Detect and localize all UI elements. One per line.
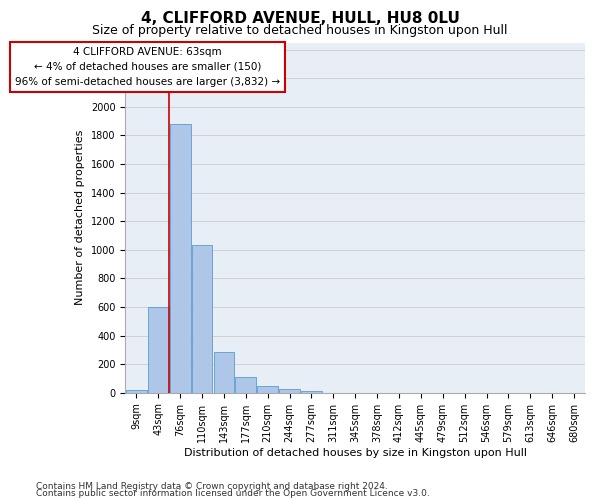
Bar	[301, 390, 322, 392]
Bar	[191, 246, 212, 392]
Text: 4, CLIFFORD AVENUE, HULL, HU8 0LU: 4, CLIFFORD AVENUE, HULL, HU8 0LU	[140, 11, 460, 26]
Bar	[257, 386, 278, 392]
Bar	[214, 352, 234, 393]
Text: 4 CLIFFORD AVENUE: 63sqm
← 4% of detached houses are smaller (150)
96% of semi-d: 4 CLIFFORD AVENUE: 63sqm ← 4% of detache…	[15, 47, 280, 86]
Y-axis label: Number of detached properties: Number of detached properties	[76, 130, 85, 306]
Bar	[170, 124, 191, 392]
Bar	[148, 307, 169, 392]
Text: Contains HM Land Registry data © Crown copyright and database right 2024.: Contains HM Land Registry data © Crown c…	[36, 482, 388, 491]
X-axis label: Distribution of detached houses by size in Kingston upon Hull: Distribution of detached houses by size …	[184, 448, 527, 458]
Bar	[126, 390, 147, 392]
Bar	[235, 377, 256, 392]
Text: Size of property relative to detached houses in Kingston upon Hull: Size of property relative to detached ho…	[92, 24, 508, 37]
Text: Contains public sector information licensed under the Open Government Licence v3: Contains public sector information licen…	[36, 489, 430, 498]
Bar	[279, 389, 300, 392]
